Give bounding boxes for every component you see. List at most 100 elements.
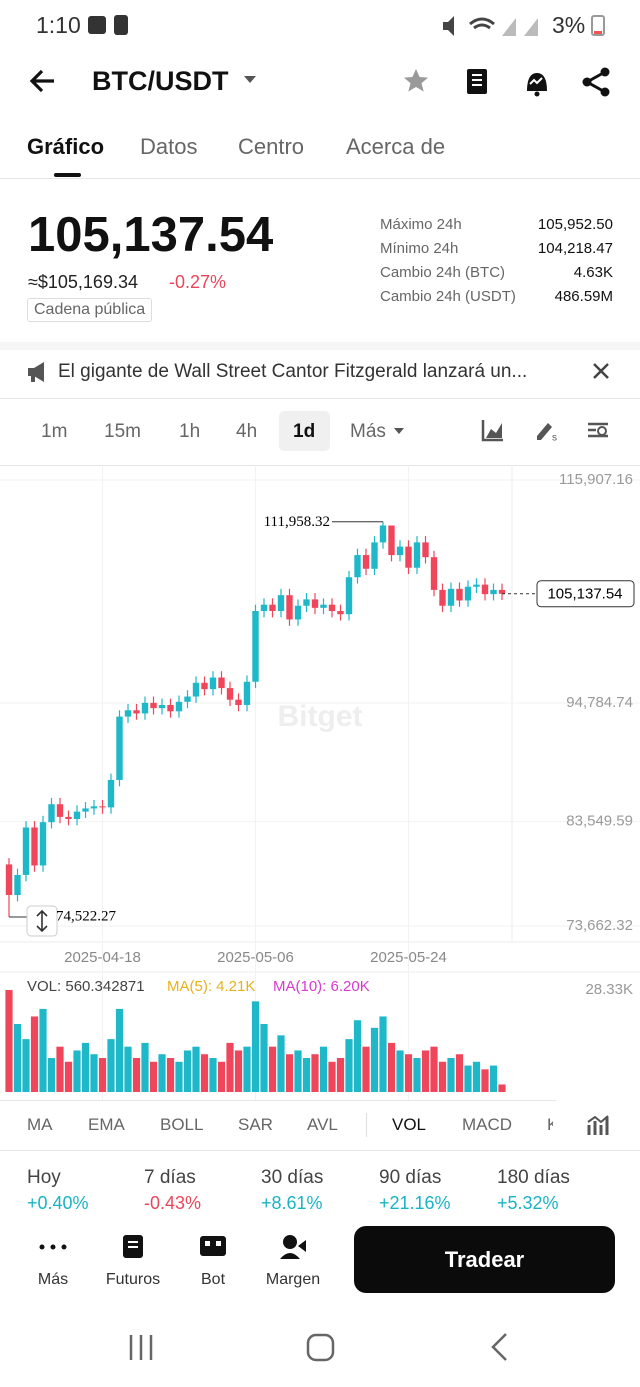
volume-bar: [481, 1069, 489, 1092]
indicator[interactable]: VOL: [392, 1115, 427, 1134]
nav-label[interactable]: Futuros: [105, 1271, 161, 1288]
indicator[interactable]: SAR: [238, 1115, 273, 1134]
stat-label: Cambio 24h (BTC): [380, 264, 506, 281]
volume-bar: [73, 1050, 81, 1092]
volume-bar: [277, 1035, 285, 1092]
nav-label[interactable]: Bot: [200, 1271, 226, 1288]
max-label: 111,958.32: [264, 514, 330, 530]
candle-body: [294, 605, 302, 620]
volume-bar: [498, 1084, 506, 1092]
timeframe[interactable]: 1d: [293, 421, 316, 442]
candle-body: [218, 677, 225, 689]
volume-bar: [260, 1024, 268, 1092]
candle-body: [133, 710, 140, 714]
indicator-settings[interactable]: [586, 1113, 610, 1137]
tab[interactable]: Centro: [238, 134, 305, 159]
news-ticker[interactable]: El gigante de Wall Street Cantor Fitzger…: [58, 361, 528, 382]
volume-bar: [183, 1050, 192, 1092]
volume-bar: [209, 1058, 217, 1092]
svg-text:s: s: [552, 433, 557, 444]
volume-bar: [47, 1058, 56, 1092]
stat-label: Cambio 24h (USDT): [380, 288, 516, 305]
divider: [366, 1113, 367, 1137]
volume-bar: [447, 1058, 455, 1092]
volume-bar: [158, 1054, 166, 1092]
timeframe-more[interactable]: Más: [350, 421, 386, 442]
pair-title[interactable]: BTC/USDT: [92, 66, 229, 96]
x-tick-label: 2025-04-18: [64, 949, 141, 966]
indicator[interactable]: BOLL: [160, 1115, 204, 1134]
trade-button[interactable]: Tradear: [354, 1226, 615, 1293]
volume-bar: [430, 1046, 438, 1092]
period-label: Hoy: [27, 1167, 61, 1188]
candle-body: [456, 588, 463, 601]
candle-body: [22, 827, 30, 875]
battery: 3%: [552, 12, 586, 38]
min-label: 74,522.27: [56, 908, 117, 924]
ma5-label: MA(5): 4.21K: [167, 978, 255, 995]
header-actions[interactable]: [402, 66, 622, 98]
indicator[interactable]: K: [547, 1116, 553, 1133]
volume-bar: [353, 1020, 362, 1092]
back-button[interactable]: [28, 66, 58, 96]
period-change: +21.16%: [379, 1193, 451, 1213]
volume-bar: [464, 1065, 472, 1092]
volume-bar: [166, 1058, 175, 1092]
candle-body: [99, 806, 106, 808]
candle-body: [337, 611, 344, 615]
volume-bar: [39, 1008, 47, 1092]
tab[interactable]: Gráfico: [27, 134, 105, 159]
system-nav[interactable]: [0, 1330, 640, 1366]
tab[interactable]: Acerca de: [346, 134, 446, 159]
stat-label: Mínimo 24h: [380, 240, 459, 257]
volume-bar: [472, 1061, 481, 1092]
close-news[interactable]: [592, 362, 610, 380]
candle-body: [396, 546, 404, 556]
candle-body: [107, 779, 115, 808]
nav-icons[interactable]: [0, 1232, 340, 1264]
selected-bg: [279, 411, 330, 451]
indicator[interactable]: EMA: [88, 1115, 125, 1134]
nav-label[interactable]: Más: [37, 1271, 69, 1288]
volume-bar: [421, 1050, 430, 1092]
volume-bar: [5, 990, 13, 1092]
indicator[interactable]: AVL: [307, 1115, 338, 1134]
indicator[interactable]: MACD: [462, 1115, 513, 1134]
timeframe[interactable]: 1m: [41, 421, 68, 442]
chart-tools[interactable]: s: [480, 418, 615, 444]
candle-body: [48, 804, 55, 823]
timeframe[interactable]: 15m: [104, 421, 141, 442]
period-change: +0.40%: [27, 1193, 89, 1213]
battery-icon: [591, 15, 605, 36]
period-label: 180 días: [497, 1167, 570, 1188]
volume-bar: [22, 1039, 30, 1092]
volume-tick-label: 28.33K: [585, 981, 633, 998]
last-price: 105,137.54: [28, 208, 274, 262]
period-label: 7 días: [144, 1167, 196, 1188]
y-tick-label: 83,549.59: [566, 813, 633, 830]
y-tick-label: 73,662.32: [566, 917, 633, 934]
candle-body: [243, 681, 251, 705]
candle-body: [320, 604, 327, 608]
candle-body: [235, 699, 242, 705]
timeframe[interactable]: 4h: [236, 421, 258, 442]
pair-caret[interactable]: [243, 74, 257, 86]
tab[interactable]: Datos: [140, 134, 198, 159]
candle-body: [447, 588, 455, 606]
indicator[interactable]: MA: [27, 1115, 53, 1134]
candle-body: [464, 586, 472, 601]
candle-body: [192, 682, 200, 697]
nav-label[interactable]: Margen: [265, 1271, 321, 1288]
volume-bar: [98, 1058, 107, 1092]
timeframe[interactable]: 1h: [179, 421, 201, 442]
candle-body: [371, 542, 378, 569]
period-label: 90 días: [379, 1167, 442, 1188]
candle-body: [167, 704, 174, 712]
volume-bar: [379, 1016, 387, 1092]
volume-bar: [396, 1050, 404, 1092]
candle-body: [90, 806, 98, 809]
volume-label: VOL: 560.342871: [27, 978, 145, 995]
candlestick-chart[interactable]: Bitget 2025-04-18 2025-05-06 2025-05-24 115…: [0, 460, 640, 1100]
volume-bar: [132, 1058, 141, 1092]
candle-body: [56, 804, 64, 817]
